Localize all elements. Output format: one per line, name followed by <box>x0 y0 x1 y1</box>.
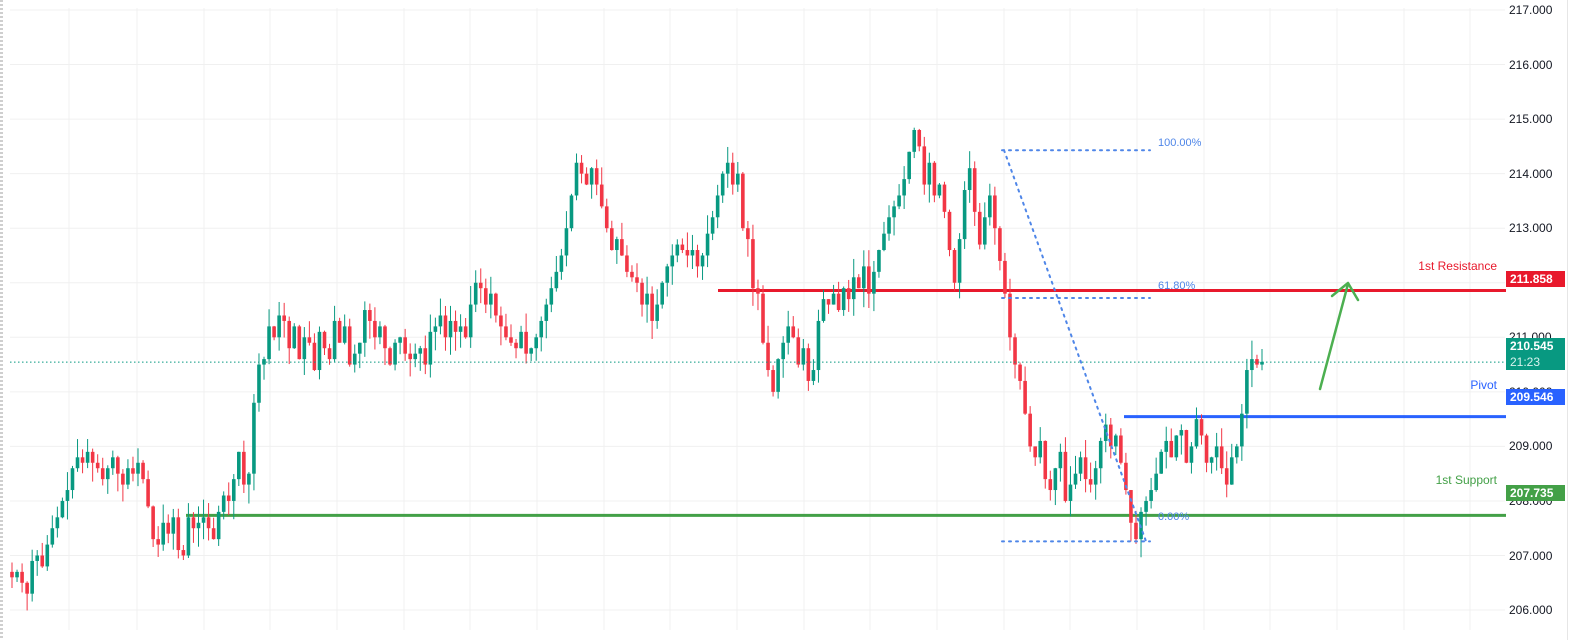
price-axis-tick: 207.000 <box>1509 548 1553 563</box>
fib-label-61-8: 61.80% <box>1158 280 1196 292</box>
grid-lines <box>10 8 1505 630</box>
pivot-label: Pivot <box>1470 378 1497 392</box>
price-axis-tick: 216.000 <box>1509 57 1553 72</box>
price-axis-tick: 206.000 <box>1509 603 1553 618</box>
fib-label-0: 0.00% <box>1158 511 1190 523</box>
up-arrow-icon <box>1318 281 1360 391</box>
price-axis-tick: 215.000 <box>1509 112 1553 127</box>
resistance-price-tag: 211.858 <box>1506 271 1565 287</box>
fibonacci-retracement[interactable] <box>1001 149 1151 543</box>
left-edge <box>0 0 3 640</box>
candles <box>10 127 1264 611</box>
current-price-value: 210.545 <box>1510 339 1554 353</box>
fib-label-100: 100.00% <box>1158 137 1202 149</box>
support-label: 1st Support <box>1435 473 1497 487</box>
resistance-label: 1st Resistance <box>1418 259 1497 273</box>
price-axis-tick: 209.000 <box>1509 439 1553 454</box>
current-price-tag: 210.545 21:23 <box>1506 338 1565 370</box>
price-axis-tick: 214.000 <box>1509 166 1553 181</box>
level-lines <box>186 288 1506 517</box>
price-axis-border <box>1567 0 1568 640</box>
price-axis-tick: 217.000 <box>1509 3 1553 17</box>
pivot-price-tag: 209.546 <box>1506 389 1565 405</box>
support-price-tag: 207.735 <box>1506 485 1565 501</box>
bar-countdown: 21:23 <box>1510 355 1541 369</box>
price-axis-tick: 213.000 <box>1509 221 1553 236</box>
